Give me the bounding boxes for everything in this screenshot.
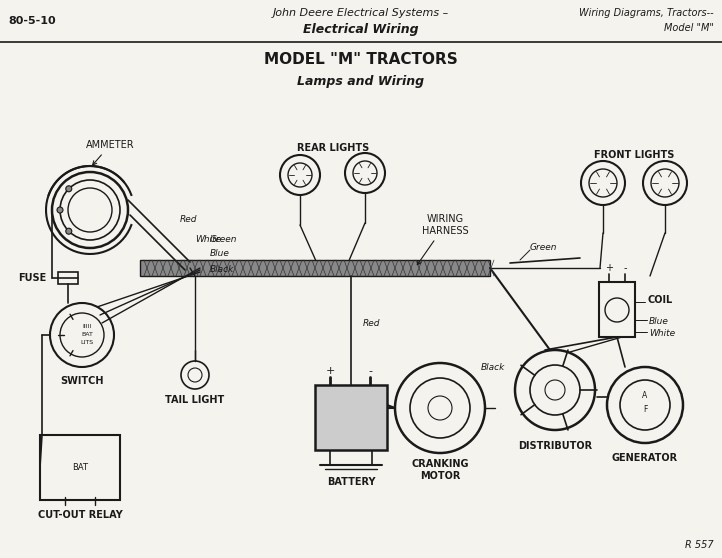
Text: AMMETER: AMMETER [86,140,134,165]
Text: BAT: BAT [81,333,93,338]
Text: LITS: LITS [80,340,94,345]
Text: F: F [643,406,647,415]
Text: BATTERY: BATTERY [327,477,375,487]
Text: WIRING
HARNESS: WIRING HARNESS [417,214,469,264]
Text: Green: Green [530,243,557,253]
Text: SWITCH: SWITCH [60,376,104,386]
Bar [58,272,78,284]
Text: A: A [643,391,648,400]
Text: FRONT LIGHTS: FRONT LIGHTS [593,150,674,160]
Text: Red: Red [180,215,198,224]
Text: Green: Green [210,235,238,244]
Text: John Deere Electrical Systems –: John Deere Electrical Systems – [273,8,449,18]
Text: GENERATOR: GENERATOR [612,453,678,463]
Text: +: + [326,366,335,376]
Text: White: White [649,330,675,339]
Text: Lamps and Wiring: Lamps and Wiring [297,75,425,89]
Circle shape [57,207,63,213]
Text: FUSE: FUSE [18,273,46,283]
Text: CUT-OUT RELAY: CUT-OUT RELAY [38,510,122,520]
Text: TAIL LIGHT: TAIL LIGHT [165,395,225,405]
Text: White: White [195,235,221,244]
Bar [315,385,387,450]
Text: IIIII: IIIII [82,325,92,330]
Text: Blue: Blue [649,318,669,326]
Text: CRANKING
MOTOR: CRANKING MOTOR [412,459,469,481]
Text: Electrical Wiring: Electrical Wiring [303,23,419,36]
Text: R 557: R 557 [685,540,714,550]
Text: REAR LIGHTS: REAR LIGHTS [297,143,369,153]
Text: Model "M": Model "M" [664,23,714,33]
Bar [40,435,120,500]
Text: COIL: COIL [647,295,672,305]
Text: 80-5-10: 80-5-10 [8,16,56,26]
Bar [599,282,635,337]
Text: DISTRIBUTOR: DISTRIBUTOR [518,441,592,451]
Circle shape [66,228,71,234]
Text: +: + [605,263,613,273]
Text: -: - [368,366,372,376]
Text: Black: Black [481,363,505,373]
Text: Red: Red [363,319,380,328]
Text: Black: Black [210,266,235,275]
Text: Blue: Blue [210,249,230,258]
Circle shape [66,186,71,192]
Text: BAT: BAT [72,463,88,472]
Bar [140,260,490,276]
Text: MODEL "M" TRACTORS: MODEL "M" TRACTORS [264,52,458,68]
Text: -: - [623,263,627,273]
Text: Wiring Diagrams, Tractors--: Wiring Diagrams, Tractors-- [579,8,714,18]
